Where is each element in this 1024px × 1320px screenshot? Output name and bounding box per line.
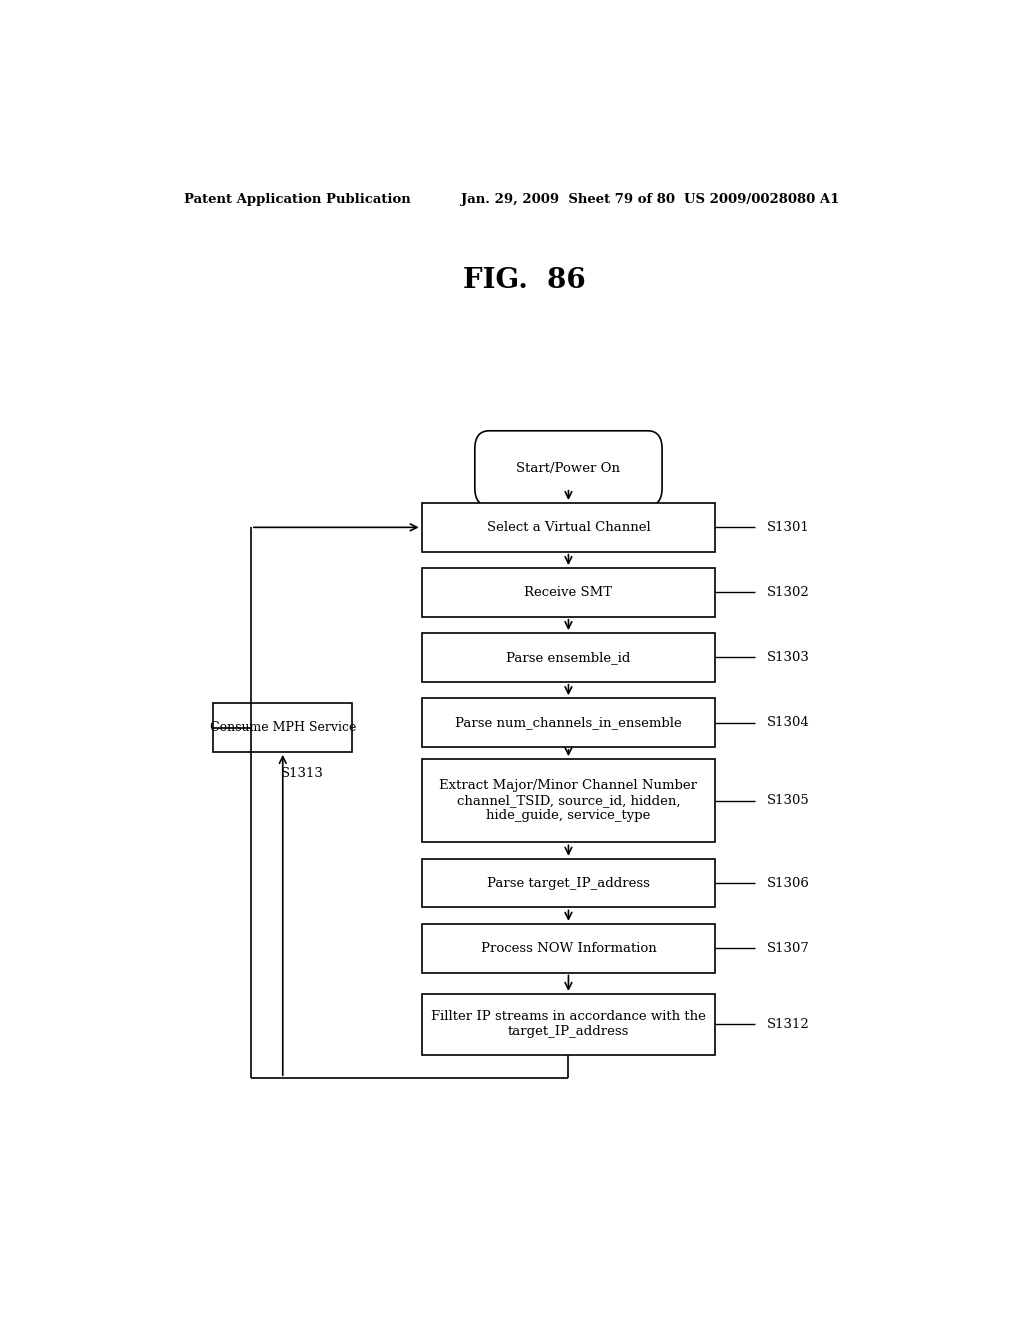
Text: S1307: S1307 xyxy=(767,941,810,954)
Text: Jan. 29, 2009  Sheet 79 of 80: Jan. 29, 2009 Sheet 79 of 80 xyxy=(461,193,675,206)
Text: S1313: S1313 xyxy=(282,767,324,780)
FancyBboxPatch shape xyxy=(422,859,715,907)
Text: Fillter IP streams in accordance with the
target_IP_address: Fillter IP streams in accordance with th… xyxy=(431,1010,706,1039)
Text: Patent Application Publication: Patent Application Publication xyxy=(183,193,411,206)
Text: Extract Major/Minor Channel Number
channel_TSID, source_id, hidden,
hide_guide, : Extract Major/Minor Channel Number chann… xyxy=(439,779,697,822)
Text: Select a Virtual Channel: Select a Virtual Channel xyxy=(486,521,650,533)
Text: Parse ensemble_id: Parse ensemble_id xyxy=(506,651,631,664)
FancyBboxPatch shape xyxy=(422,634,715,682)
Text: FIG.  86: FIG. 86 xyxy=(464,267,586,294)
FancyBboxPatch shape xyxy=(422,568,715,616)
FancyBboxPatch shape xyxy=(422,698,715,747)
Text: S1302: S1302 xyxy=(767,586,810,599)
Text: S1303: S1303 xyxy=(767,651,810,664)
FancyBboxPatch shape xyxy=(422,759,715,842)
Text: US 2009/0028080 A1: US 2009/0028080 A1 xyxy=(684,193,839,206)
Text: Consume MPH Service: Consume MPH Service xyxy=(210,721,356,734)
FancyBboxPatch shape xyxy=(422,503,715,552)
FancyBboxPatch shape xyxy=(422,994,715,1055)
Text: S1312: S1312 xyxy=(767,1018,810,1031)
FancyBboxPatch shape xyxy=(213,704,352,752)
Text: Parse target_IP_address: Parse target_IP_address xyxy=(487,876,650,890)
Text: Parse num_channels_in_ensemble: Parse num_channels_in_ensemble xyxy=(455,715,682,729)
FancyBboxPatch shape xyxy=(422,924,715,973)
FancyBboxPatch shape xyxy=(475,430,663,506)
Text: S1301: S1301 xyxy=(767,521,810,533)
Text: Receive SMT: Receive SMT xyxy=(524,586,612,599)
Text: Process NOW Information: Process NOW Information xyxy=(480,941,656,954)
Text: S1306: S1306 xyxy=(767,876,810,890)
Text: S1305: S1305 xyxy=(767,795,810,808)
Text: Start/Power On: Start/Power On xyxy=(516,462,621,475)
Text: S1304: S1304 xyxy=(767,715,810,729)
